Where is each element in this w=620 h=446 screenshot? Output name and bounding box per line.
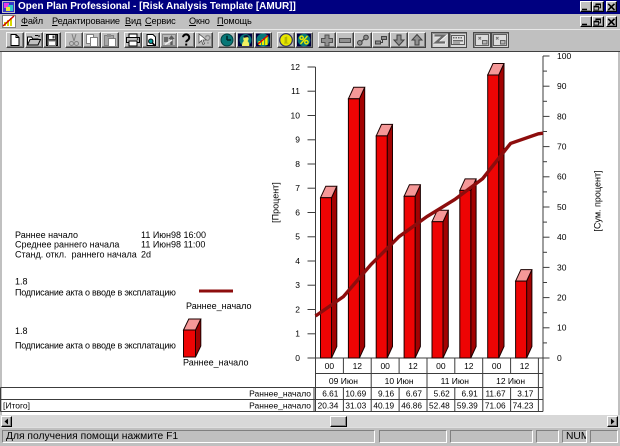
svg-text:Раннее_начало: Раннее_начало — [249, 388, 311, 398]
svg-text:Раннее_начало: Раннее_начало — [249, 400, 311, 410]
svg-text:31.03: 31.03 — [345, 400, 366, 410]
svg-text:20.34: 20.34 — [318, 400, 339, 410]
svg-text:46.86: 46.86 — [401, 400, 422, 410]
svg-text:10.69: 10.69 — [345, 388, 366, 398]
svg-text:10: 10 — [291, 110, 301, 120]
svg-text:Раннее_начало: Раннее_начало — [183, 358, 249, 368]
svg-text:71.06: 71.06 — [485, 400, 506, 410]
svg-text:80: 80 — [557, 111, 567, 121]
svg-text:00: 00 — [492, 361, 502, 371]
svg-text:2d: 2d — [141, 249, 151, 259]
svg-text:0: 0 — [557, 353, 562, 363]
svg-text:Раннее_начало: Раннее_начало — [186, 301, 252, 311]
svg-text:40.19: 40.19 — [373, 400, 394, 410]
svg-text:5: 5 — [295, 232, 300, 242]
svg-text:[Итого]: [Итого] — [3, 400, 30, 410]
svg-text:12: 12 — [408, 361, 418, 371]
svg-text:09 Июн: 09 Июн — [329, 376, 358, 386]
svg-text:12: 12 — [464, 361, 474, 371]
svg-text:1.8: 1.8 — [15, 277, 28, 287]
svg-text:12 Июн: 12 Июн — [496, 376, 525, 386]
svg-text:7: 7 — [295, 183, 300, 193]
svg-text:3.17: 3.17 — [517, 388, 534, 398]
svg-text:[Процент]: [Процент] — [271, 182, 281, 223]
svg-text:00: 00 — [436, 361, 446, 371]
svg-text:6.67: 6.67 — [406, 388, 423, 398]
svg-text:1: 1 — [295, 329, 300, 339]
svg-text:11 Июн98 11:00: 11 Июн98 11:00 — [141, 240, 205, 250]
svg-text:5.62: 5.62 — [434, 388, 451, 398]
svg-text:74.23: 74.23 — [513, 400, 534, 410]
svg-text:3: 3 — [295, 280, 300, 290]
svg-text:50: 50 — [557, 202, 567, 212]
svg-text:11 Июн: 11 Июн — [441, 376, 470, 386]
svg-text:11 Июн98 16:00: 11 Июн98 16:00 — [141, 230, 206, 240]
svg-text:11: 11 — [291, 86, 300, 96]
svg-text:Подписание акта о вводе в эксп: Подписание акта о вводе в эксплатацию — [15, 341, 176, 351]
svg-text:6.91: 6.91 — [462, 388, 479, 398]
svg-text:9: 9 — [295, 135, 300, 145]
svg-text:59.39: 59.39 — [457, 400, 478, 410]
svg-text:2: 2 — [295, 304, 300, 314]
svg-text:20: 20 — [557, 293, 567, 303]
svg-text:12: 12 — [291, 62, 301, 72]
svg-text:8: 8 — [295, 159, 300, 169]
svg-text:4: 4 — [295, 256, 300, 266]
svg-text:Станд. откл. раннего начала: Станд. откл. раннего начала — [15, 249, 137, 259]
svg-text:10: 10 — [557, 323, 567, 333]
svg-text:90: 90 — [557, 81, 567, 91]
svg-text:Подписание акта о вводе в эксп: Подписание акта о вводе в эксплатацию — [15, 287, 176, 297]
svg-text:12: 12 — [353, 361, 363, 371]
svg-text:00: 00 — [380, 361, 390, 371]
svg-text:0: 0 — [295, 353, 300, 363]
svg-text:11.67: 11.67 — [485, 388, 506, 398]
svg-text:9.16: 9.16 — [378, 388, 395, 398]
svg-text:6: 6 — [295, 207, 300, 217]
svg-text:12: 12 — [520, 361, 530, 371]
svg-text:Среднее раннего начала: Среднее раннего начала — [15, 240, 119, 250]
svg-text:6.61: 6.61 — [322, 388, 339, 398]
svg-text:00: 00 — [325, 361, 335, 371]
svg-text:10 Июн: 10 Июн — [385, 376, 414, 386]
svg-text:[Сум. процент]: [Сум. процент] — [593, 170, 603, 231]
svg-text:70: 70 — [557, 142, 567, 152]
svg-text:100: 100 — [557, 51, 571, 61]
svg-text:40: 40 — [557, 232, 567, 242]
svg-text:30: 30 — [557, 262, 567, 272]
svg-text:1.8: 1.8 — [15, 326, 28, 336]
svg-text:Раннее начало: Раннее начало — [15, 230, 78, 240]
svg-text:60: 60 — [557, 172, 567, 182]
svg-text:52.48: 52.48 — [429, 400, 450, 410]
